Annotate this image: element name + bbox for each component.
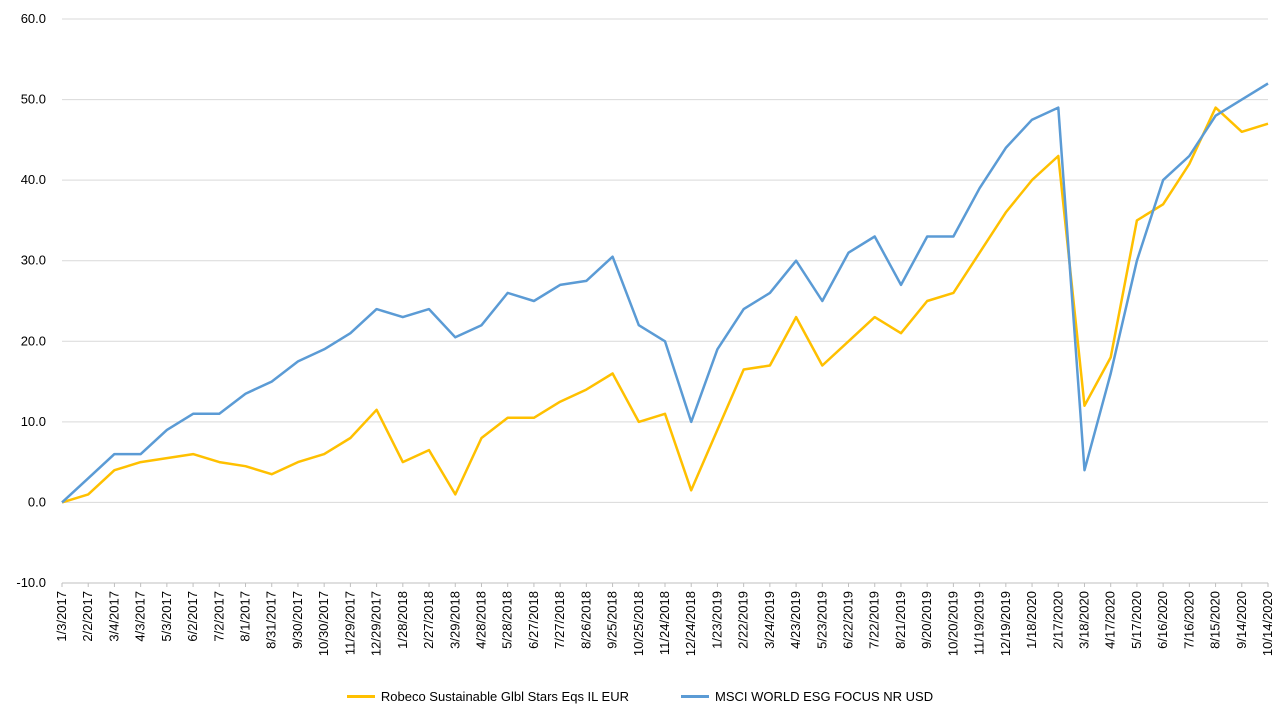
y-tick-label: 50.0	[21, 92, 46, 107]
y-axis-tick-labels: -10.0 0.0 10.0 20.0 30.0 40.0 50.0 60.0	[16, 11, 46, 590]
x-tick-label: 3/4/2017	[106, 591, 121, 642]
x-tick-label: 3/24/2019	[762, 591, 777, 649]
x-tick-label: 12/19/2019	[998, 591, 1013, 656]
x-tick-label: 5/3/2017	[159, 591, 174, 642]
legend: Robeco Sustainable Glbl Stars Eqs IL EUR…	[0, 686, 1280, 706]
x-tick-label: 7/27/2018	[552, 591, 567, 649]
y-tick-label: 60.0	[21, 11, 46, 26]
x-tick-label: 3/18/2020	[1076, 591, 1091, 649]
x-tick-label: 12/29/2017	[369, 591, 384, 656]
x-tick-label: 1/23/2019	[709, 591, 724, 649]
x-tick-label: 11/29/2017	[342, 591, 357, 655]
x-tick-label: 2/17/2020	[1050, 591, 1065, 649]
gridlines	[62, 18, 1268, 584]
y-tick-label: 20.0	[21, 333, 46, 348]
x-tick-label: 9/30/2017	[290, 591, 305, 649]
legend-label-fund: Robeco Sustainable Glbl Stars Eqs IL EUR	[380, 688, 629, 704]
legend-label-index: MSCI WORLD ESG FOCUS NR USD	[714, 688, 934, 704]
x-axis-tick-labels: 1/3/2017 2/2/2017 3/4/2017 4/3/2017 5/3/2017…	[54, 583, 1275, 656]
x-tick-label: 1/28/2018	[395, 591, 410, 649]
legend-swatch-fund	[346, 694, 375, 698]
x-tick-label: 8/21/2019	[893, 591, 908, 649]
x-tick-label: 10/25/2018	[631, 591, 646, 656]
legend-item-index: MSCI WORLD ESG FOCUS NR USD	[680, 686, 934, 706]
x-tick-label: 6/22/2019	[841, 591, 856, 649]
x-tick-label: 8/26/2018	[578, 591, 593, 649]
series-lines	[61, 82, 1269, 504]
x-tick-label: 4/17/2020	[1103, 591, 1118, 649]
x-tick-label: 9/14/2020	[1234, 591, 1249, 649]
x-tick-label: 4/3/2017	[133, 591, 148, 642]
x-tick-label: 1/18/2020	[1024, 591, 1039, 649]
x-tick-label: 6/2/2017	[185, 591, 200, 642]
legend-swatch-index	[680, 694, 709, 698]
x-tick-label: 9/20/2019	[919, 591, 934, 649]
x-tick-label: 7/22/2019	[867, 591, 882, 649]
x-tick-label: 10/30/2017	[316, 591, 331, 656]
y-tick-label: -10.0	[16, 575, 46, 590]
series-line-fund	[61, 106, 1269, 504]
x-tick-label: 10/14/2020	[1260, 591, 1275, 656]
x-tick-label: 3/29/2018	[447, 591, 462, 649]
x-tick-label: 6/16/2020	[1155, 591, 1170, 649]
x-tick-label: 2/27/2018	[421, 591, 436, 649]
y-tick-label: 10.0	[21, 414, 46, 429]
x-tick-label: 2/22/2019	[736, 591, 751, 649]
x-tick-label: 7/16/2020	[1181, 591, 1196, 649]
x-tick-label: 10/20/2019	[945, 591, 960, 656]
x-tick-label: 2/2/2017	[80, 591, 95, 642]
line-chart: -10.0 0.0 10.0 20.0 30.0 40.0 50.0 60.0 1/3/201…	[16, 11, 1275, 656]
x-tick-label: 12/24/2018	[683, 591, 698, 656]
x-tick-label: 5/28/2018	[500, 591, 515, 649]
y-tick-label: 30.0	[21, 253, 46, 268]
y-tick-label: 0.0	[28, 494, 46, 509]
x-tick-label: 1/3/2017	[54, 591, 69, 642]
legend-item-fund: Robeco Sustainable Glbl Stars Eqs IL EUR	[346, 686, 629, 706]
x-tick-label: 5/23/2019	[814, 591, 829, 649]
y-tick-label: 40.0	[21, 172, 46, 187]
x-tick-label: 11/19/2019	[972, 591, 987, 655]
x-tick-label: 4/28/2018	[473, 591, 488, 649]
x-tick-label: 7/2/2017	[211, 591, 226, 642]
x-tick-label: 4/23/2019	[788, 591, 803, 649]
x-tick-label: 8/1/2017	[238, 591, 253, 642]
x-tick-label: 8/15/2020	[1208, 591, 1223, 649]
x-tick-label: 8/31/2017	[264, 591, 279, 649]
x-tick-label: 11/24/2018	[657, 591, 672, 655]
series-line-index	[61, 82, 1269, 504]
x-tick-label: 9/25/2018	[605, 591, 620, 649]
x-tick-label: 6/27/2018	[526, 591, 541, 649]
x-tick-label: 5/17/2020	[1129, 591, 1144, 649]
